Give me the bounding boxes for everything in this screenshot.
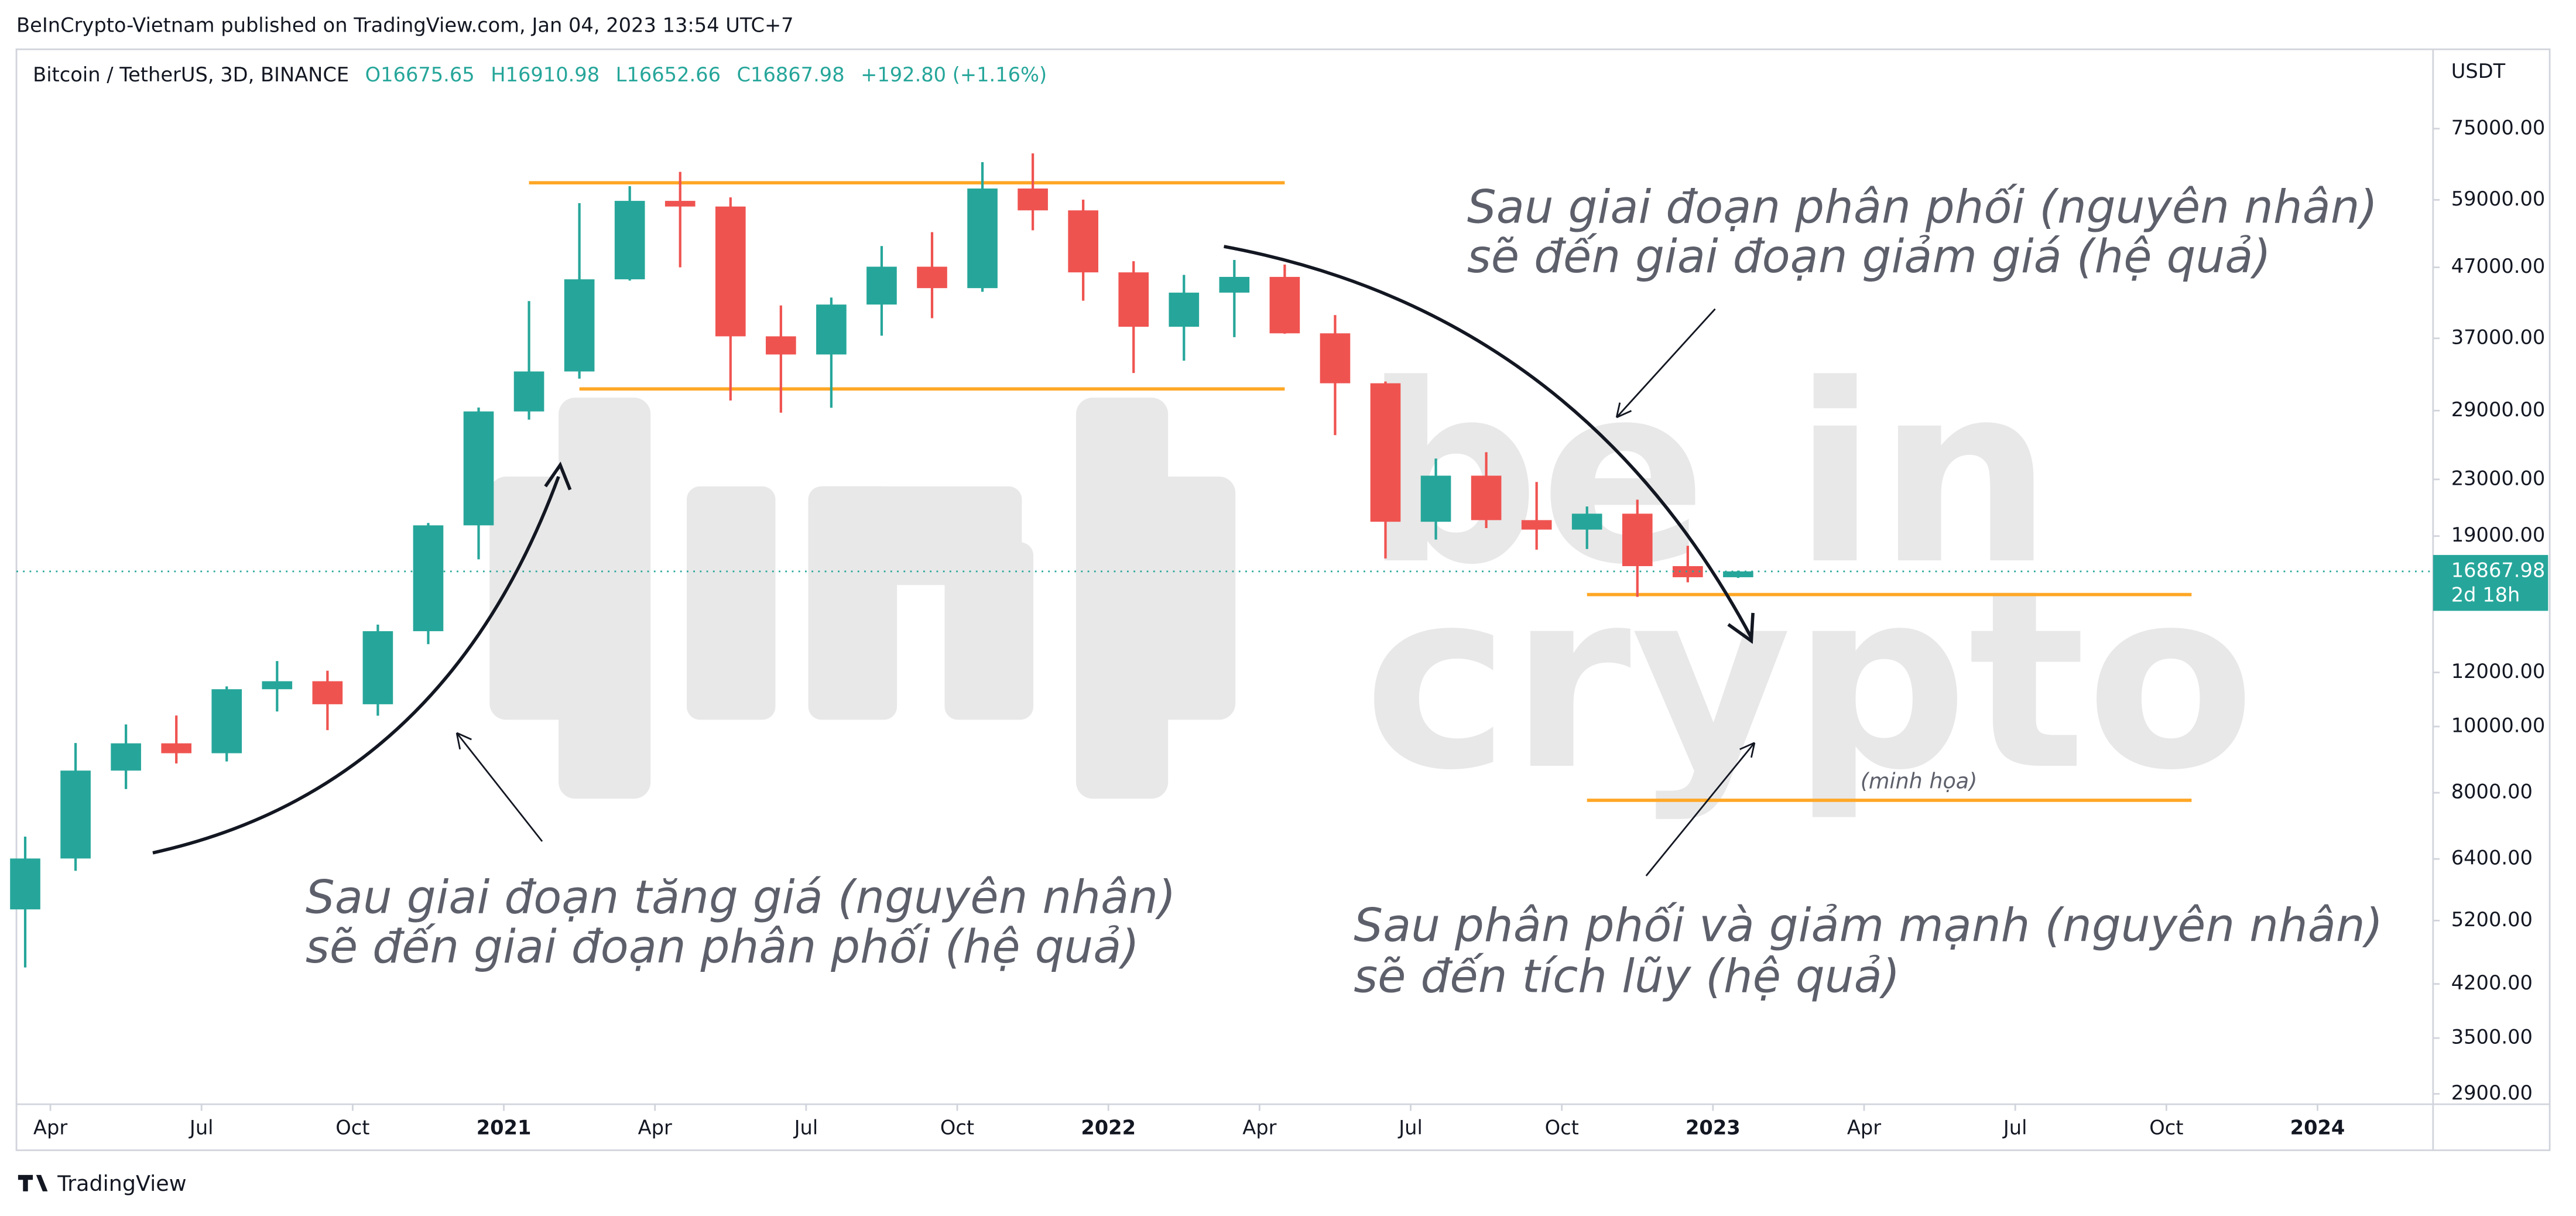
candle-body (262, 681, 293, 690)
y-tick-label: 47000.00 (2451, 255, 2546, 278)
y-tick-label: 5200.00 (2451, 908, 2533, 931)
low: L16652.66 (616, 63, 721, 86)
y-tick-label: 37000.00 (2451, 326, 2546, 348)
candle-body (10, 858, 40, 910)
y-tick-label: 23000.00 (2451, 467, 2546, 489)
x-tick-label: Jul (793, 1116, 818, 1139)
candle-body (1420, 475, 1451, 522)
candle-body (1471, 475, 1502, 520)
watermark-text: be in (1364, 332, 2053, 619)
y-tick-label: 29000.00 (2451, 398, 2546, 421)
candle-body (111, 743, 141, 771)
candle-body (1320, 333, 1351, 383)
candle-body (564, 279, 595, 372)
watermark-text: crypto (1364, 537, 2255, 824)
y-tick-label: 2900.00 (2451, 1081, 2533, 1104)
candle-body (866, 266, 897, 305)
y-tick-label: 3500.00 (2451, 1026, 2533, 1049)
y-tick-label: 19000.00 (2451, 523, 2546, 546)
candle-body (1370, 383, 1401, 522)
x-tick-label: 2021 (477, 1116, 532, 1139)
change: +192.80 (+1.16%) (861, 63, 1047, 86)
x-tick-label: Oct (335, 1116, 369, 1139)
x-tick-label: Jul (2002, 1116, 2027, 1139)
x-tick-label: Apr (1242, 1116, 1276, 1139)
candle-body (1169, 292, 1200, 327)
high: H16910.98 (491, 63, 600, 86)
symbol: Bitcoin / TetherUS, 3D, BINANCE (33, 63, 349, 86)
candle-body (967, 188, 998, 289)
candle-body (211, 689, 242, 753)
candle-body (1673, 566, 1703, 577)
y-tick-label: 10000.00 (2451, 714, 2546, 737)
y-tick-label: 75000.00 (2451, 116, 2546, 139)
candle-body (917, 266, 947, 289)
x-tick-label: Apr (33, 1116, 67, 1139)
candle-body (362, 631, 393, 704)
annotation: Sau phân phối và giảm mạnh (nguyên nhân) (1354, 898, 2383, 952)
note: (minh họa) (1861, 769, 1978, 794)
y-tick-label: 4200.00 (2451, 971, 2533, 994)
candle-body (715, 206, 746, 337)
x-tick-label: 2022 (1081, 1116, 1136, 1139)
candle-body (1622, 513, 1653, 566)
symbol-legend: Bitcoin / TetherUS, 3D, BINANCE O16675.6… (33, 63, 1047, 86)
annotation: sẽ đến giai đoạn phân phối (hệ quả) (306, 920, 1139, 974)
chart-frame (15, 48, 2551, 1152)
candle-body (1219, 276, 1250, 293)
candle-body (816, 304, 847, 355)
x-tick-label: 2024 (2290, 1116, 2345, 1139)
open: O16675.65 (365, 63, 475, 86)
candle-body (1521, 520, 1552, 530)
candle-body (614, 201, 645, 280)
last-price-label: 16867.98 (2451, 559, 2546, 581)
last-price-box (2433, 554, 2548, 611)
tradingview-logo (18, 1174, 48, 1191)
candle-body (1118, 272, 1149, 327)
y-axis-label: USDT (2451, 60, 2506, 83)
x-tick-label: Oct (1545, 1116, 1579, 1139)
x-tick-label: Apr (638, 1116, 672, 1139)
y-tick-label: 12000.00 (2451, 660, 2546, 683)
footer-brand: TradingView (57, 1171, 186, 1196)
candle-body (1018, 188, 1048, 211)
x-tick-label: 2023 (1686, 1116, 1741, 1139)
arrows (152, 245, 1756, 876)
candle-body (463, 411, 494, 526)
candle-body (161, 743, 192, 753)
y-tick-label: 8000.00 (2451, 780, 2533, 803)
published-line: BeInCrypto-Vietnam published on TradingV… (16, 13, 794, 36)
x-tick-label: Jul (189, 1116, 214, 1139)
candle-body (413, 525, 444, 632)
candle-body (1269, 276, 1300, 334)
candle-body (664, 201, 696, 207)
annotation: Sau giai đoạn phân phối (nguyên nhân) (1467, 180, 2378, 234)
candle-body (1723, 571, 1753, 577)
candle-body (513, 371, 544, 412)
x-tick-label: Oct (2149, 1116, 2183, 1139)
candle-body (312, 681, 343, 704)
x-tick-label: Jul (1397, 1116, 1423, 1139)
candle-body (766, 336, 796, 355)
countdown-label: 2d 18h (2451, 584, 2520, 607)
x-tick-label: Oct (940, 1116, 974, 1139)
candle-body (60, 770, 91, 859)
close: C16867.98 (737, 63, 845, 86)
x-tick-label: Apr (1847, 1116, 1881, 1139)
annotation: Sau giai đoạn tăng giá (nguyên nhân) (306, 871, 1176, 924)
candle-body (1571, 513, 1602, 530)
candle-body (1068, 210, 1098, 273)
annotation: sẽ đến tích lũy (hệ quả) (1354, 949, 1900, 1003)
plot-area (10, 153, 2433, 968)
y-tick-label: 6400.00 (2451, 847, 2533, 869)
annotation: sẽ đến giai đoạn giảm giá (hệ quả) (1467, 230, 2271, 283)
watermark-logo (489, 398, 1236, 799)
y-tick-label: 59000.00 (2451, 187, 2546, 210)
